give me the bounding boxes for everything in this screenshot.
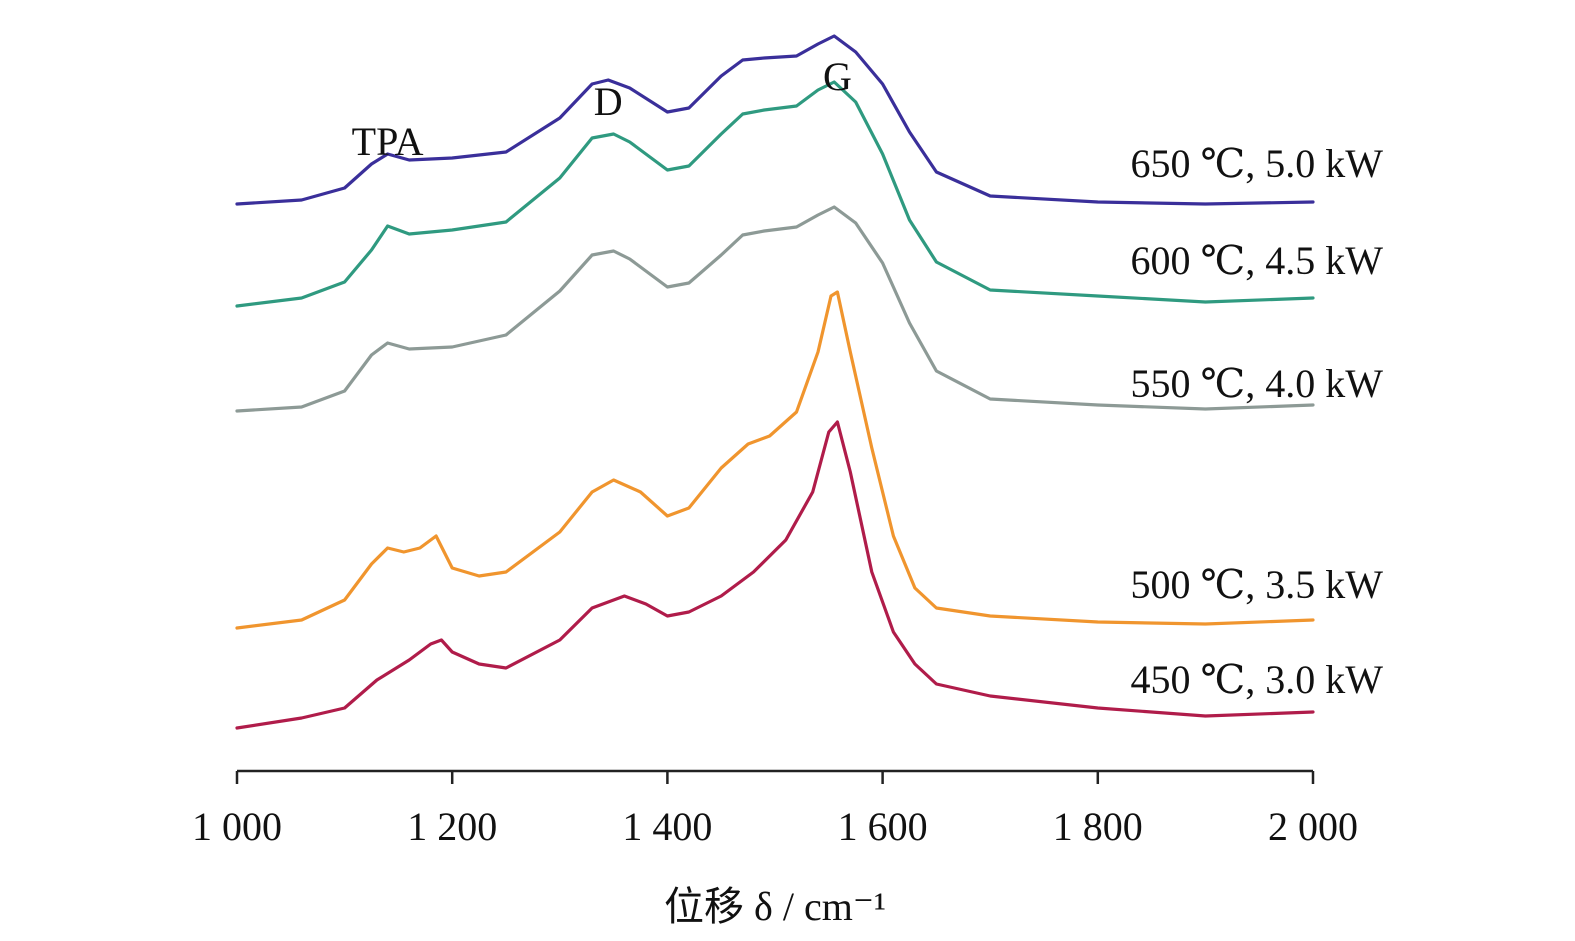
series-label-1: 600 ℃, 4.5 kW	[1131, 238, 1384, 283]
series-line-1	[235, 80, 1315, 308]
x-axis-title: 位移 δ / cm⁻¹	[664, 884, 886, 929]
x-tick-label-2: 1 400	[622, 804, 712, 849]
x-tick-label-3: 1 600	[838, 804, 928, 849]
x-tick-label-1: 1 200	[407, 804, 497, 849]
series-label-4: 450 ℃, 3.0 kW	[1131, 657, 1384, 702]
x-tick-label-4: 1 800	[1053, 804, 1143, 849]
peak-label-tpa: TPA	[352, 119, 424, 164]
series-layer	[235, 34, 1315, 730]
x-tick-label-0: 1 000	[192, 804, 282, 849]
series-label-0: 650 ℃, 5.0 kW	[1131, 141, 1384, 186]
series-label-3: 500 ℃, 3.5 kW	[1131, 562, 1384, 607]
series-line-2	[235, 205, 1315, 413]
series-line-4	[235, 420, 1315, 730]
peak-label-g: G	[823, 54, 852, 99]
series-label-2: 550 ℃, 4.0 kW	[1131, 361, 1384, 406]
series-line-3	[235, 290, 1315, 630]
peak-label-layer: TPA D G	[352, 54, 852, 164]
x-axis: 1 000 1 200 1 400 1 600 1 800 2 000	[192, 769, 1358, 849]
series-label-layer: 650 ℃, 5.0 kW 600 ℃, 4.5 kW 550 ℃, 4.0 kW 5…	[1131, 141, 1384, 702]
x-tick-label-5: 2 000	[1268, 804, 1358, 849]
series-line-0	[235, 34, 1315, 206]
peak-label-d: D	[594, 79, 623, 124]
